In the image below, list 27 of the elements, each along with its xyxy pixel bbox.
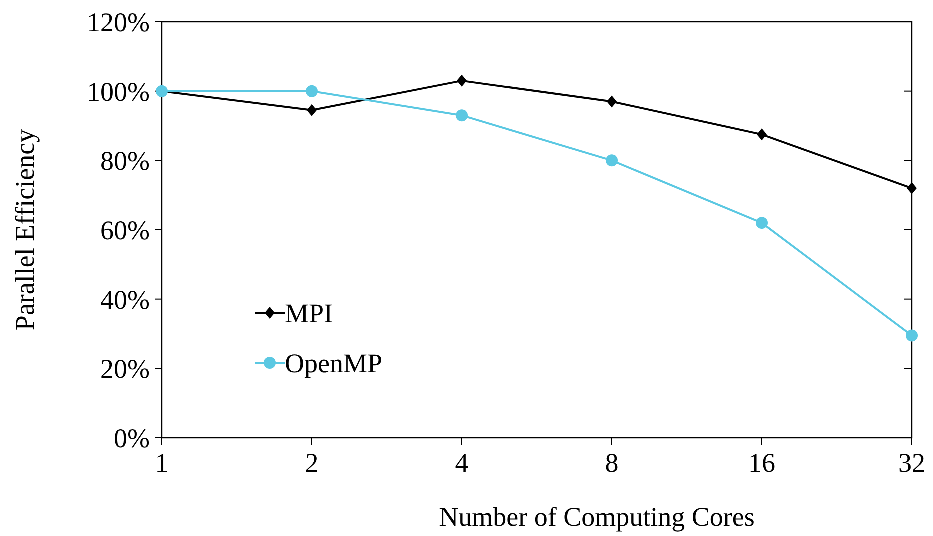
legend-label: OpenMP [285,348,383,378]
point [606,154,618,167]
y-tick-label: 100% [87,76,150,107]
point [456,110,468,122]
point [457,74,467,87]
y-tick-label: 60% [100,215,150,246]
y-axis-title: Parallel Efficiency [10,128,40,331]
x-tick-label: 8 [605,448,619,478]
point [307,104,317,116]
point [907,182,917,194]
point [906,330,918,342]
x-axis-title: Number of Computing Cores [439,502,755,532]
point [306,85,318,98]
point [756,217,768,230]
y-tick-label: 80% [100,146,150,176]
y-tick-label: 20% [100,354,150,384]
x-tick-label: 32 [898,448,926,478]
x-tick-label: 16 [748,448,776,478]
point [757,128,767,141]
y-tick-label: 120% [87,7,150,38]
y-tick-label: 0% [114,423,150,454]
x-tick-label: 4 [455,448,470,478]
x-tick-label: 1 [155,448,169,478]
point [607,96,617,108]
legend-label: MPI [285,298,334,328]
y-tick-label: 40% [100,284,150,315]
x-tick-label: 2 [305,448,319,478]
